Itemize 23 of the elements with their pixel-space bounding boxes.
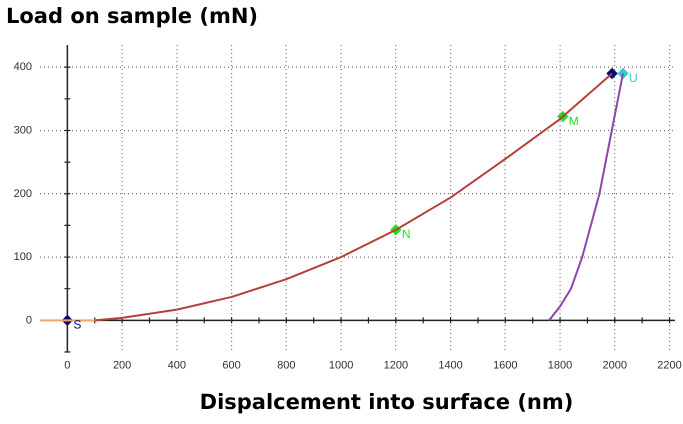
x-tick-label: 0 — [64, 360, 70, 372]
x-tick-label: 400 — [168, 360, 186, 372]
annotation: N — [402, 227, 410, 242]
x-tick-label: 600 — [222, 360, 241, 372]
annotation: M — [568, 114, 579, 128]
y-tick-label: 0 — [26, 314, 32, 326]
y-tick-label: 300 — [14, 124, 32, 136]
x-tick-label: 1200 — [384, 360, 408, 372]
x-tick-label: 800 — [277, 360, 296, 372]
x-tick-label: 2000 — [602, 360, 628, 372]
annotation: S — [73, 318, 82, 332]
x-tick-label: 1600 — [493, 360, 518, 372]
annotation: U — [628, 70, 638, 85]
y-tick-label: 200 — [14, 188, 32, 200]
y-tick-label: 100 — [14, 251, 32, 264]
x-tick-label: 1800 — [548, 360, 572, 372]
x-tick-label: 2200 — [657, 360, 682, 372]
y-tick-label: 400 — [14, 61, 32, 74]
y-axis-title: Load on sample (mN) — [6, 4, 258, 28]
x-axis-title: Dispalcement into surface (nm) — [198, 390, 574, 414]
x-tick-label: 1000 — [328, 360, 354, 372]
x-tick-label: 1400 — [438, 360, 463, 372]
x-tick-label: 200 — [112, 360, 132, 372]
